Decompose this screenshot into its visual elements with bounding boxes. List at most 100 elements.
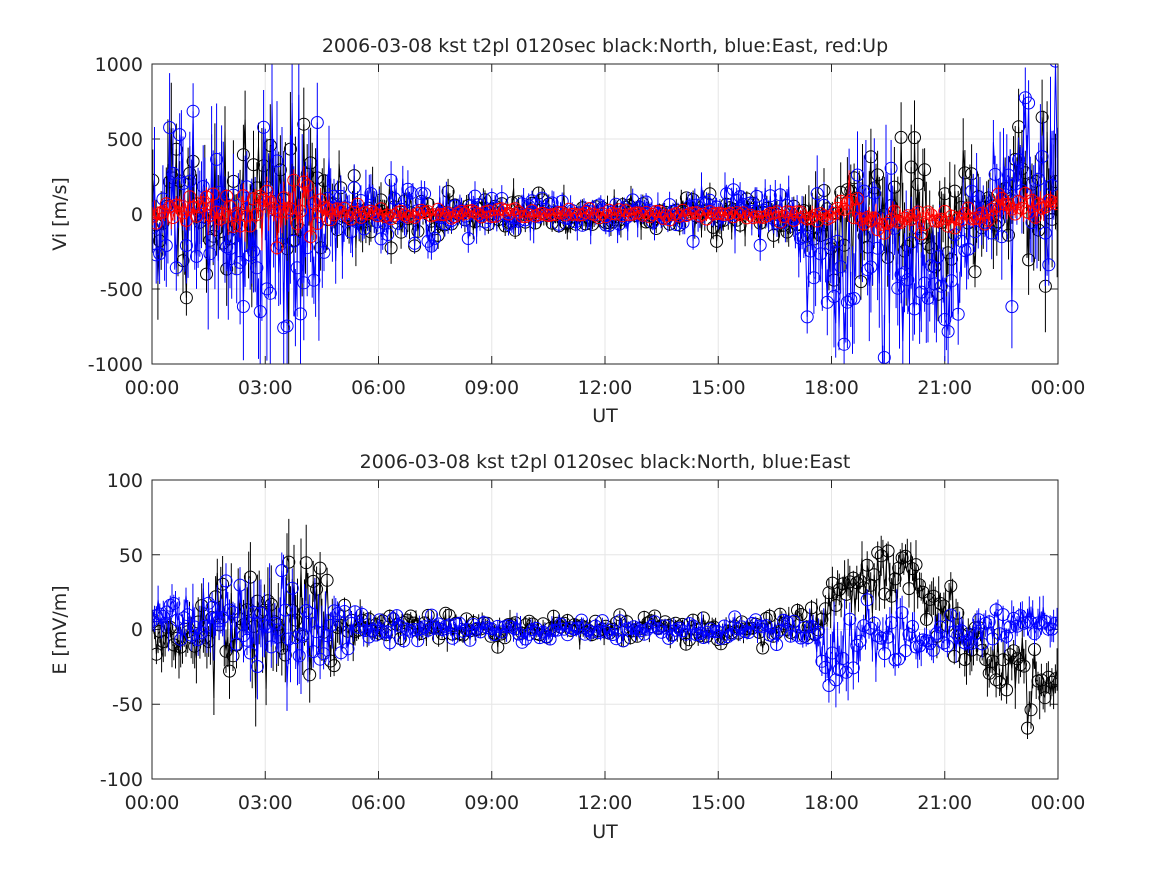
data-point — [219, 644, 233, 658]
x-tick-label: 03:00 — [238, 792, 293, 814]
data-point — [1012, 120, 1026, 134]
data-point — [152, 173, 160, 187]
data-point — [223, 200, 237, 213]
data-point — [163, 620, 177, 634]
data-point — [653, 205, 666, 218]
data-point — [324, 654, 338, 668]
data-point — [703, 205, 717, 219]
data-point — [287, 173, 301, 187]
data-point — [200, 190, 213, 204]
data-point — [639, 195, 653, 209]
data-point — [324, 213, 338, 227]
data-point — [884, 161, 898, 175]
data-point — [720, 187, 734, 201]
data-point — [176, 177, 190, 190]
data-point — [364, 187, 378, 200]
data-point — [874, 549, 888, 563]
x-tick-label: 21:00 — [917, 377, 972, 399]
data-point — [183, 190, 197, 204]
data-point — [285, 581, 299, 595]
data-point — [988, 167, 1002, 181]
data-point — [817, 209, 831, 223]
data-point — [626, 193, 640, 207]
data-point — [924, 259, 938, 273]
data-point — [421, 234, 435, 248]
data-point — [790, 205, 804, 219]
data-point — [341, 642, 355, 656]
data-point — [273, 163, 287, 177]
data-point — [630, 622, 644, 636]
data-point — [1024, 703, 1038, 717]
data-point — [871, 168, 885, 182]
data-point — [899, 549, 912, 563]
data-point — [669, 218, 683, 232]
data-point — [827, 290, 841, 303]
data-point — [212, 614, 226, 628]
data-point — [515, 635, 529, 649]
data-point — [543, 632, 557, 646]
data-point — [310, 116, 324, 129]
data-point — [904, 160, 918, 174]
data-point — [975, 637, 989, 651]
data-point — [299, 556, 313, 570]
y-tick-label: 50 — [119, 545, 143, 567]
data-point — [616, 634, 630, 648]
data-point — [169, 261, 183, 275]
data-point — [989, 603, 1003, 617]
data-point — [1048, 616, 1058, 630]
x-tick-label: 00:00 — [1031, 377, 1086, 399]
data-point — [602, 623, 616, 637]
series-up — [152, 166, 1058, 256]
data-point — [921, 205, 935, 219]
data-point — [877, 226, 891, 240]
data-point — [750, 210, 764, 224]
data-point — [579, 205, 593, 219]
data-point — [878, 647, 892, 661]
data-point — [317, 647, 331, 661]
data-point — [200, 211, 213, 225]
data-point — [686, 206, 700, 220]
data-point — [428, 621, 442, 635]
data-point — [716, 207, 730, 221]
data-point — [944, 608, 958, 622]
data-point — [330, 202, 344, 216]
data-point — [599, 210, 613, 224]
data-point — [275, 641, 289, 655]
data-point — [282, 632, 296, 646]
data-point — [572, 208, 586, 222]
data-point — [355, 607, 369, 621]
data-point — [303, 606, 317, 620]
data-point — [811, 625, 825, 639]
data-point — [881, 544, 895, 558]
data-point — [384, 173, 398, 187]
data-point — [549, 208, 562, 222]
data-point — [243, 248, 257, 262]
data-point — [972, 613, 986, 627]
data-point — [393, 619, 407, 633]
data-point — [327, 604, 341, 618]
data-point — [1048, 672, 1058, 686]
data-point — [364, 225, 378, 239]
data-point — [592, 198, 606, 212]
data-point — [951, 606, 965, 620]
data-point — [512, 205, 526, 219]
data-point — [958, 166, 972, 180]
data-point — [268, 616, 282, 630]
data-point — [864, 260, 878, 274]
data-point — [213, 185, 227, 199]
data-point — [913, 639, 926, 653]
data-point — [277, 191, 291, 205]
data-point — [846, 661, 860, 675]
y-tick-label: 100 — [107, 470, 143, 492]
data-point — [488, 209, 502, 223]
data-point — [247, 606, 261, 619]
data-point — [290, 261, 304, 275]
data-point — [679, 637, 693, 651]
data-point — [253, 305, 267, 319]
data-point — [273, 237, 287, 251]
data-point — [679, 191, 693, 205]
data-point — [759, 619, 773, 633]
data-point — [236, 148, 250, 162]
data-point — [327, 659, 341, 673]
data-point — [700, 625, 714, 639]
